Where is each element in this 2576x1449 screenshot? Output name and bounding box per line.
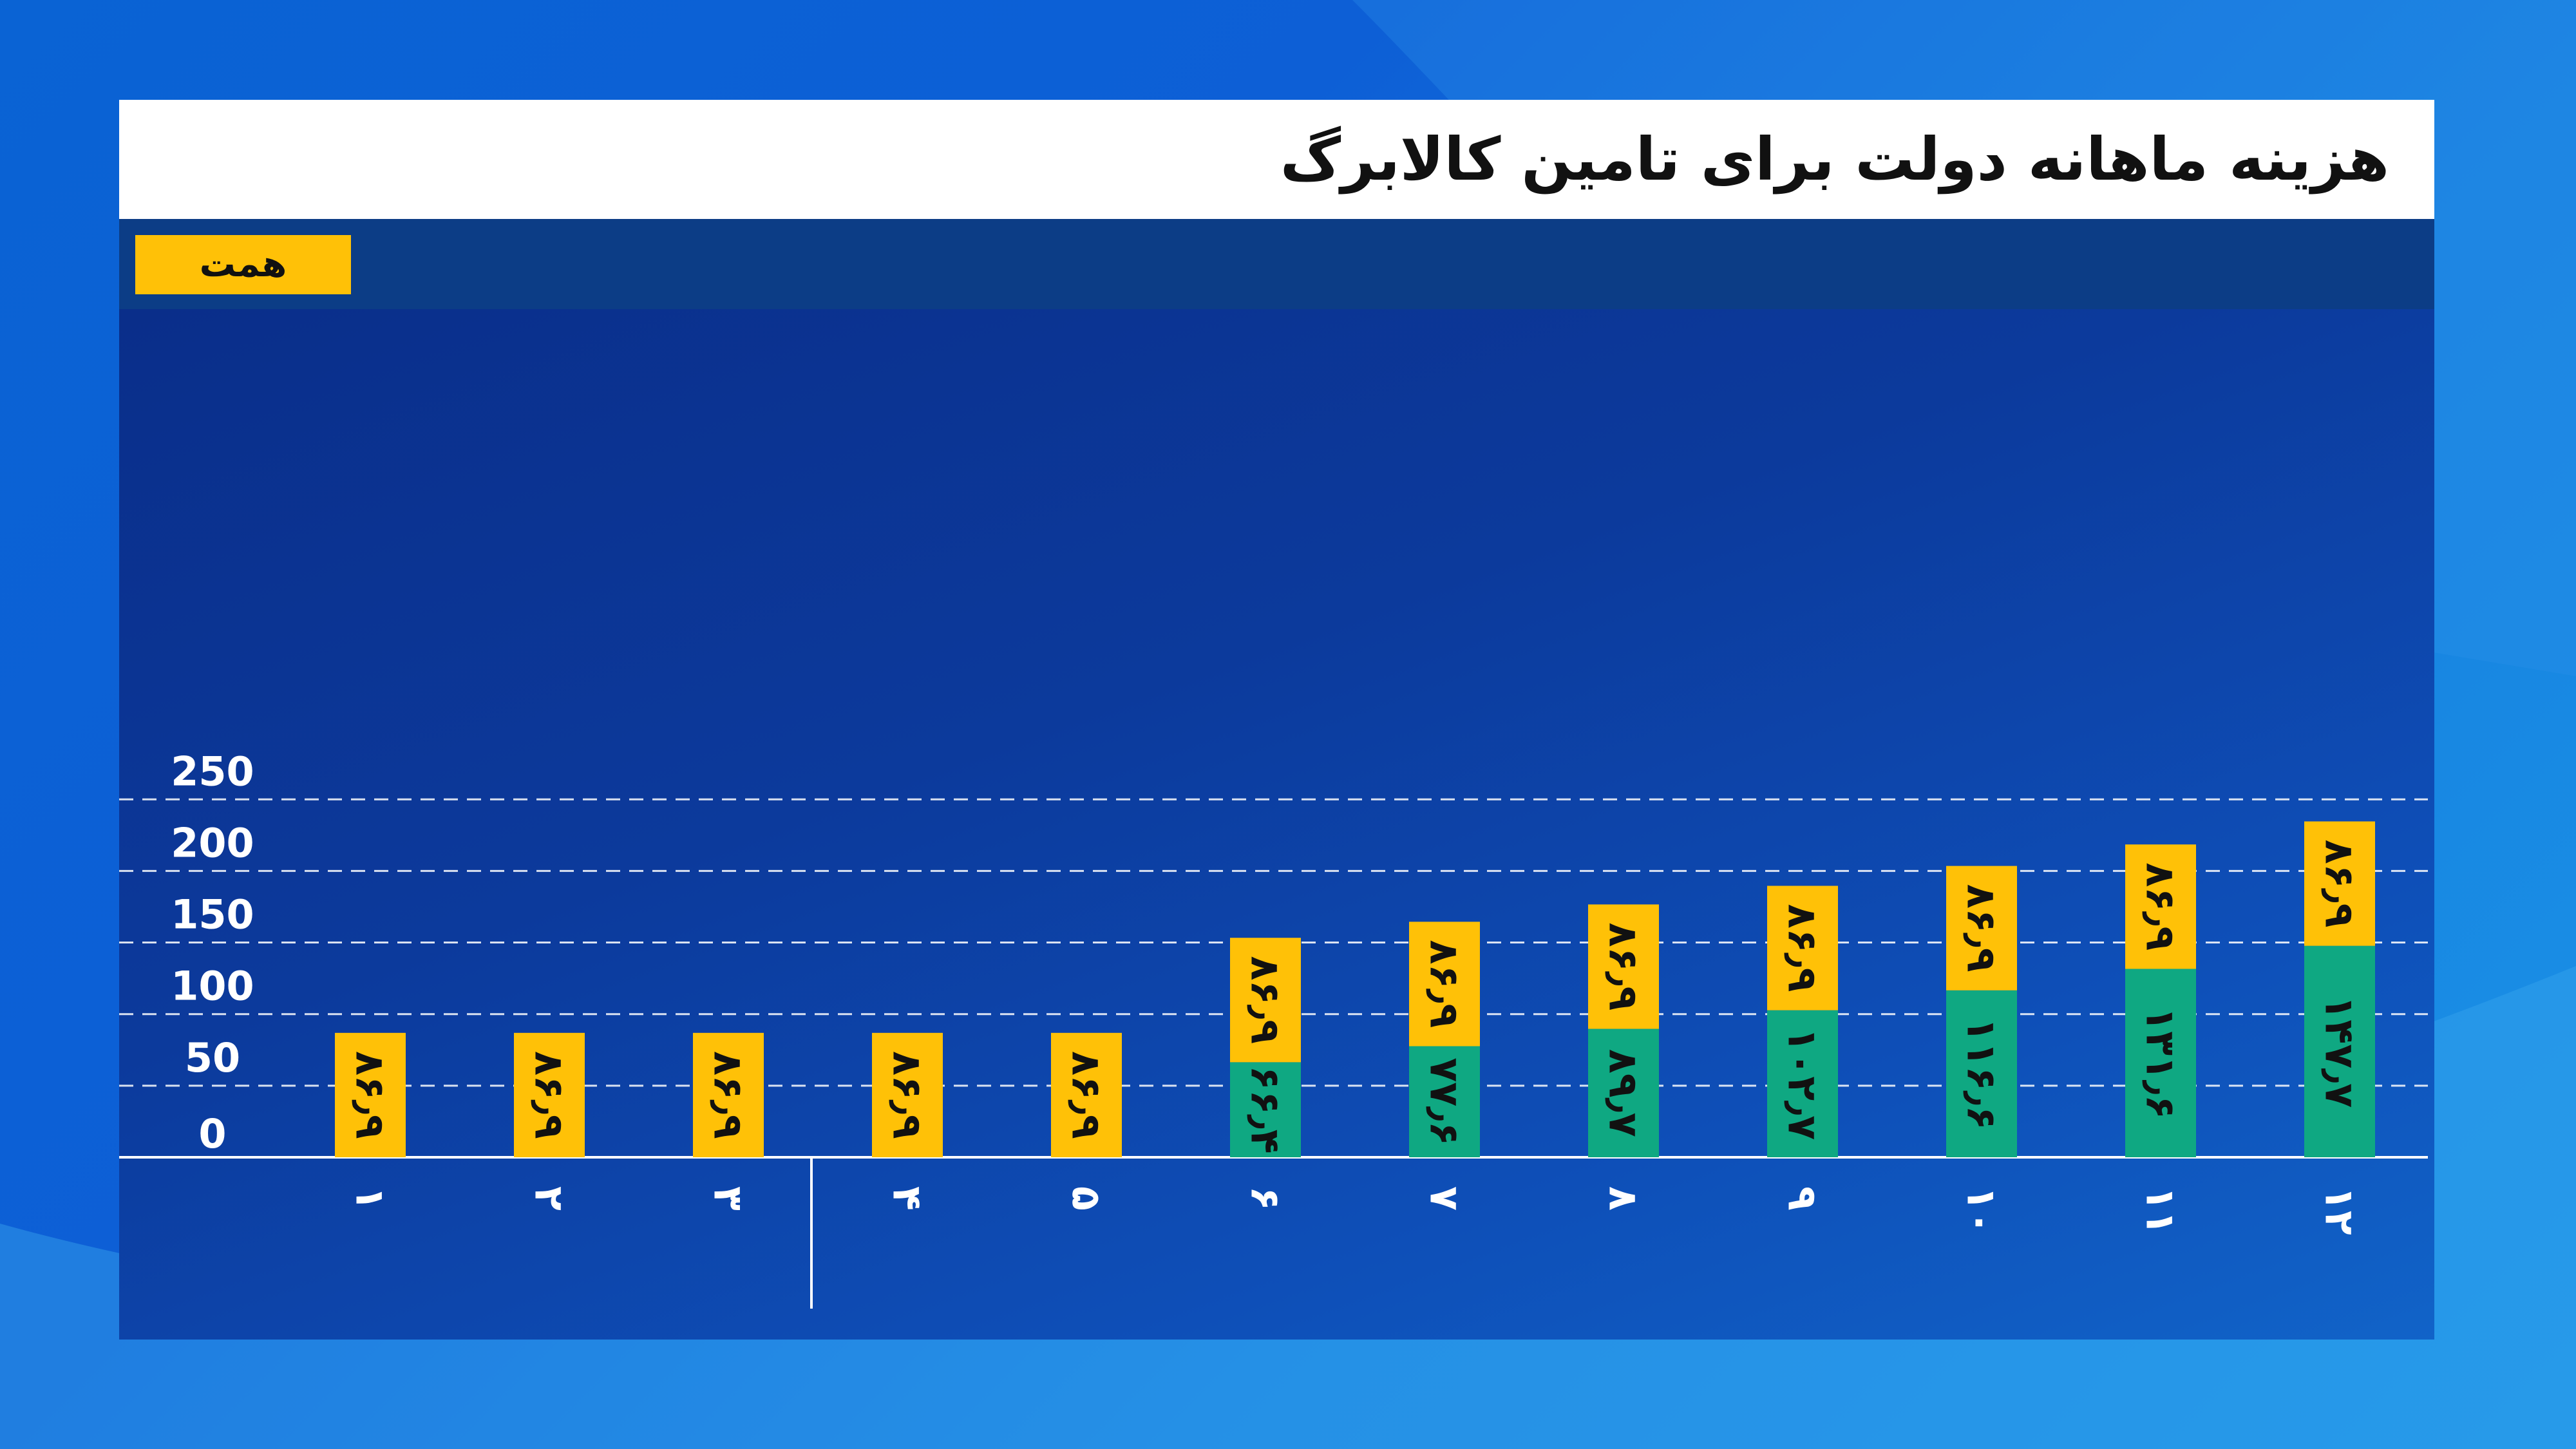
unit-badge: همت: [135, 235, 351, 294]
bar-segment: [1230, 938, 1301, 1063]
bar-segment: [2304, 945, 2375, 1157]
x-tick-label: ۷: [1421, 1186, 1468, 1211]
chart-panel: 0 50 100 150 200 250 ۸۶٫۹ ۸۶٫۹ ۸۶٫۹ ۸۶٫۹ ۸۶٫۹ ۶۶٫۴…: [119, 309, 2434, 1340]
bar-value-label: ۸۶٫۹: [1779, 904, 1826, 992]
bar-segment: [1230, 1062, 1301, 1157]
bar-segment: [1409, 1046, 1480, 1157]
bar-segment: [1767, 1010, 1838, 1157]
bar-segment: [1946, 866, 2017, 990]
bar-value-label: ۸۶٫۹: [705, 1051, 752, 1139]
x-tick-label: ۳: [705, 1186, 752, 1211]
bar-chart: 0 50 100 150 200 250 ۸۶٫۹ ۸۶٫۹ ۸۶٫۹ ۸۶٫۹ ۸۶٫۹ ۶۶٫۴…: [119, 748, 2428, 1309]
bar-value-label: ۸۶٫۹: [1063, 1051, 1110, 1139]
y-tick-label: 250: [171, 748, 254, 795]
bar-value-label: ۸۶٫۹: [526, 1051, 573, 1139]
x-tick-label: ۲: [526, 1186, 573, 1211]
bar-segment: [2304, 821, 2375, 946]
y-tick-label: 100: [171, 963, 254, 1010]
x-tick-label: ۱۱: [2137, 1186, 2184, 1235]
bar-value-label: ۸۶٫۹: [2316, 840, 2363, 928]
bar-value-label: ۸۶٫۹: [1958, 884, 2005, 972]
x-tick-label: ۱۲: [2316, 1186, 2363, 1235]
x-tick-label: ۸: [1600, 1186, 1647, 1211]
bar-segment: [1588, 904, 1659, 1029]
bar-value-label: ۸۶٫۹: [2137, 863, 2184, 951]
bar-segment: [1946, 990, 2017, 1157]
y-tick-label: 50: [185, 1034, 240, 1081]
y-tick-label: 0: [198, 1110, 226, 1157]
bar-segment: [2125, 969, 2196, 1157]
x-tick-label: ۹: [1779, 1186, 1826, 1211]
bar-value-label: ۸۹٫۷: [1600, 1049, 1647, 1137]
x-tick-label: ۵: [1063, 1186, 1110, 1211]
bars: ۸۶٫۹ ۸۶٫۹ ۸۶٫۹ ۸۶٫۹ ۸۶٫۹ ۶۶٫۴ ۸۶٫۹ ۷۷٫۶ ۸۶٫۹ ۸۹٫۷…: [335, 821, 2375, 1157]
bar-segment: [335, 1032, 406, 1157]
chart-title: هزینه ماهانه دولت برای تامین کالابرگ: [1280, 125, 2389, 194]
bar-value-label: ۸۶٫۹: [1242, 956, 1289, 1044]
bar-segment: [872, 1032, 943, 1157]
bar-value-label: ۷۷٫۶: [1421, 1057, 1468, 1146]
bar-value-label: ۸۶٫۹: [1600, 923, 1647, 1011]
bar-segment: [1588, 1028, 1659, 1157]
y-tick-label: 150: [171, 891, 254, 938]
bar-segment: [514, 1032, 585, 1157]
bar-value-label: ۱۳۱٫۶: [2137, 1007, 2184, 1119]
bar-segment: [1767, 886, 1838, 1010]
unit-strip: همت: [119, 219, 2434, 309]
bar-segment: [693, 1032, 764, 1157]
x-tick-label: ۱: [347, 1186, 394, 1211]
bar-value-label: ۶۶٫۴: [1242, 1066, 1289, 1154]
y-tick-label: 200: [171, 819, 254, 866]
bar-segment: [1409, 922, 1480, 1046]
bar-segment: [1051, 1032, 1122, 1157]
bar-segment: [2125, 844, 2196, 969]
bar-value-label: ۱۴۷٫۷: [2316, 996, 2363, 1108]
bar-value-label: ۸۶٫۹: [1421, 940, 1468, 1028]
x-tick-label: ۱۰: [1958, 1186, 2005, 1235]
bar-value-label: ۸۶٫۹: [347, 1051, 394, 1139]
y-axis-ticks: 0 50 100 150 200 250: [171, 748, 254, 1157]
bar-value-label: ۱۱۶٫۶: [1958, 1018, 2005, 1130]
bar-value-label: ۸۶٫۹: [884, 1051, 931, 1139]
bar-value-label: ۱۰۲٫۷: [1779, 1028, 1826, 1141]
title-bar: هزینه ماهانه دولت برای تامین کالابرگ: [119, 100, 2434, 219]
x-tick-label: ۴: [884, 1186, 931, 1211]
x-axis-ticks: ۱ ۲ ۳ ۴ ۵ ۶ ۷ ۸ ۹ ۱۰ ۱۱ ۱۲: [347, 1157, 2363, 1309]
x-tick-label: ۶: [1242, 1186, 1289, 1211]
